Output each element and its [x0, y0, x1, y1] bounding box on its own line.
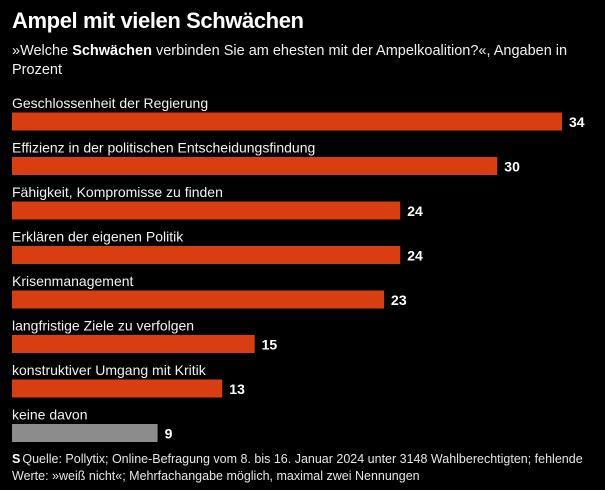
value-label: 24 [407, 203, 423, 219]
value-label: 9 [165, 426, 173, 442]
bar [12, 290, 385, 309]
value-label: 34 [569, 114, 585, 130]
subtitle-emphasis: Schwächen [72, 43, 152, 59]
value-label: 23 [391, 292, 407, 308]
category-label: Krisenmanagement [12, 273, 134, 289]
category-label: konstruktiver Umgang mit Kritik [12, 362, 207, 378]
bar [12, 246, 401, 264]
category-label: keine davon [12, 407, 88, 423]
bar [12, 112, 562, 131]
bar [12, 157, 498, 175]
value-label: 13 [229, 381, 245, 397]
category-label: langfristige Ziele zu verfolgen [12, 318, 194, 334]
source-text: Quelle: Pollytix; Online-Befragung vom 8… [12, 452, 583, 483]
spiegel-s-icon: S [12, 452, 21, 466]
category-label: Fähigkeit, Kompromisse zu finden [12, 184, 223, 200]
source-note: S Quelle: Pollytix; Online-Befragung vom … [12, 451, 597, 485]
value-label: 15 [262, 337, 278, 353]
subtitle-prefix: »Welche [12, 43, 73, 59]
chart-subtitle: »Welche Schwächen verbinden Sie am ehest… [12, 42, 597, 80]
bar [12, 424, 158, 442]
category-label: Effizienz in der politischen Entscheidun… [12, 140, 315, 156]
bar [12, 201, 401, 220]
bar [12, 379, 223, 398]
value-label: 30 [504, 159, 520, 175]
bar [12, 335, 255, 353]
value-label: 24 [407, 248, 423, 264]
category-label: Geschlossenheit der Regierung [12, 95, 208, 111]
subtitle-suffix: verbinden Sie am ehesten mit der Ampelko… [12, 43, 568, 78]
chart-title: Ampel mit vielen Schwächen [12, 8, 304, 33]
category-label: Erklären der eigenen Politik [12, 229, 184, 245]
